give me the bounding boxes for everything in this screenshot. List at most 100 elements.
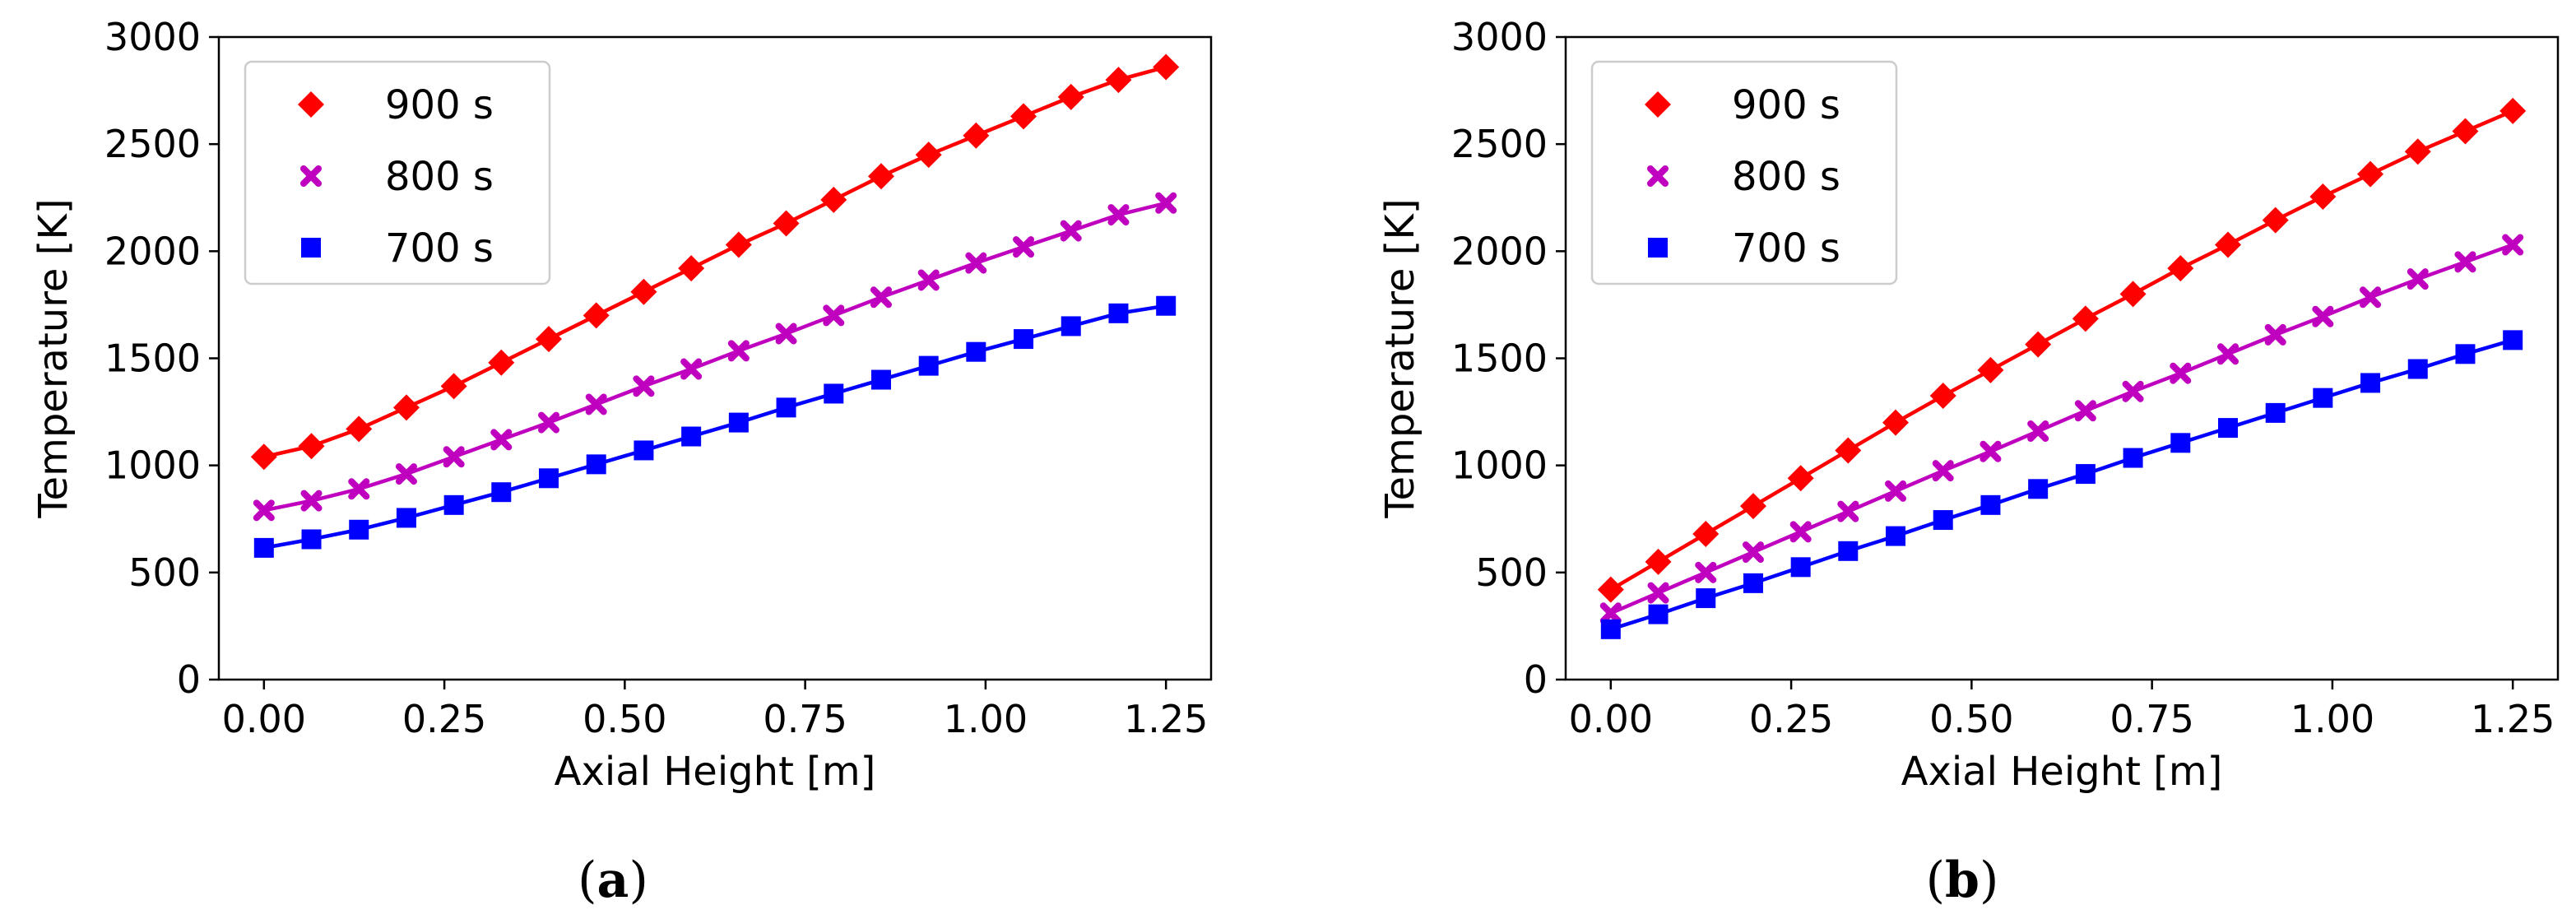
data-point-square: [1838, 541, 1859, 561]
data-point-square: [1648, 604, 1669, 624]
data-point-x: [1155, 192, 1177, 214]
y-tick-label: 1500: [104, 337, 201, 381]
data-point-x: [917, 269, 940, 291]
data-point-square: [1014, 329, 1034, 350]
x-tick-label: 0.00: [1569, 697, 1653, 741]
x-tick-label: 1.25: [2471, 697, 2555, 741]
data-point-square: [1108, 303, 1129, 323]
data-point-square: [349, 519, 369, 540]
data-point-x: [2074, 400, 2096, 422]
y-tick-label: 2000: [1451, 229, 1548, 273]
data-point-diamond: [536, 326, 563, 353]
legend-box: [244, 60, 551, 285]
data-point-diamond: [1153, 53, 1180, 81]
data-point-x: [2502, 234, 2524, 256]
y-tick-label: 500: [1475, 550, 1548, 595]
data-point-diamond: [2499, 97, 2527, 124]
data-point-square: [1980, 494, 2001, 515]
data-point-x: [680, 358, 703, 380]
data-point-x: [300, 490, 323, 512]
data-point-diamond: [1835, 437, 1862, 464]
data-point-x: [538, 411, 560, 434]
x-tick-label: 1.25: [1124, 697, 1208, 741]
data-point-diamond: [1010, 103, 1037, 130]
data-point-x-stroke: [1107, 204, 1130, 226]
data-point-x-stroke: [870, 286, 892, 309]
y-tick-label: 3000: [104, 15, 201, 59]
data-point-x: [2122, 380, 2144, 402]
data-point-diamond: [1929, 383, 1956, 410]
data-point-diamond: [725, 231, 752, 258]
data-point-x: [1885, 480, 1907, 502]
data-point-x-stroke: [1647, 582, 1669, 604]
data-point-x-stroke: [775, 323, 797, 345]
data-point-x: [2027, 420, 2049, 443]
data-point-x: [490, 429, 513, 451]
data-point-square: [586, 454, 606, 475]
data-point-x-stroke: [2454, 251, 2476, 273]
data-point-x-stroke: [490, 429, 513, 451]
data-point-x-stroke: [633, 375, 655, 397]
data-point-diamond: [678, 255, 705, 282]
x-tick-label: 0.25: [1749, 697, 1833, 741]
data-point-square: [2217, 418, 2238, 439]
data-point-x: [1789, 521, 1812, 543]
chart-panel-b: 0 500 1000 1500 2000 2500 3000 0.00 0.25 0.50 0.75…: [1377, 15, 2560, 909]
caption-paren-close: ): [629, 852, 647, 909]
y-tick-label: 3000: [1451, 15, 1548, 59]
data-point-x-stroke: [1980, 440, 2002, 462]
data-point-diamond: [867, 163, 894, 190]
data-point-x-stroke: [2074, 400, 2096, 422]
data-point-diamond: [820, 186, 847, 213]
data-point-square: [966, 341, 986, 362]
x-tick-label: 0.50: [1929, 697, 2013, 741]
legend-label: 700 s: [385, 225, 494, 272]
data-point-diamond: [2404, 138, 2431, 165]
data-point-square: [634, 440, 654, 461]
y-tick-label: 0: [1524, 657, 1548, 702]
data-point-square: [1600, 619, 1621, 639]
data-point-diamond: [915, 142, 942, 169]
data-point-diamond: [2025, 331, 2052, 358]
legend-marker-diamond: [298, 91, 324, 118]
caption-paren-close: ): [1980, 852, 1998, 909]
data-point-x-stroke: [2027, 420, 2049, 443]
data-point-x-stroke: [965, 252, 987, 274]
data-point-diamond: [2309, 183, 2337, 210]
data-point-square: [2455, 344, 2476, 364]
data-point-x: [585, 393, 607, 415]
data-point-x-stroke: [538, 411, 560, 434]
data-point-square: [1061, 316, 1081, 337]
data-point-x: [1013, 236, 1035, 258]
data-point-square: [824, 383, 844, 404]
data-point-square: [301, 529, 322, 550]
y-tick-label: 2000: [104, 229, 201, 273]
x-tick-label: 0.75: [2110, 697, 2193, 741]
data-point-diamond: [1739, 493, 1766, 520]
data-point-square: [491, 482, 512, 503]
data-point-diamond: [298, 433, 325, 460]
data-point-square: [2360, 373, 2381, 393]
data-point-x: [2454, 251, 2476, 273]
data-point-diamond: [1977, 356, 2004, 383]
legend-label: 900 s: [1732, 82, 1840, 128]
data-point-x-stroke: [680, 358, 703, 380]
data-point-square: [2265, 402, 2286, 423]
y-tick-label: 0: [177, 657, 201, 702]
data-point-diamond: [440, 373, 467, 400]
data-point-square: [1933, 510, 1953, 531]
data-point-x: [727, 340, 750, 362]
data-point-diamond: [1057, 83, 1084, 110]
data-point-diamond: [2452, 118, 2479, 145]
data-point-diamond: [2167, 255, 2194, 282]
data-point-square: [2075, 464, 2096, 485]
data-point-x-stroke: [1789, 521, 1812, 543]
data-point-diamond: [2357, 160, 2384, 188]
data-point-x-stroke: [253, 499, 275, 522]
data-point-x-stroke: [1932, 460, 1954, 482]
data-point-diamond: [392, 394, 420, 421]
data-point-x-stroke: [395, 463, 417, 485]
y-tick-label: 1500: [1451, 337, 1548, 381]
caption-paren-open: (: [578, 852, 596, 909]
